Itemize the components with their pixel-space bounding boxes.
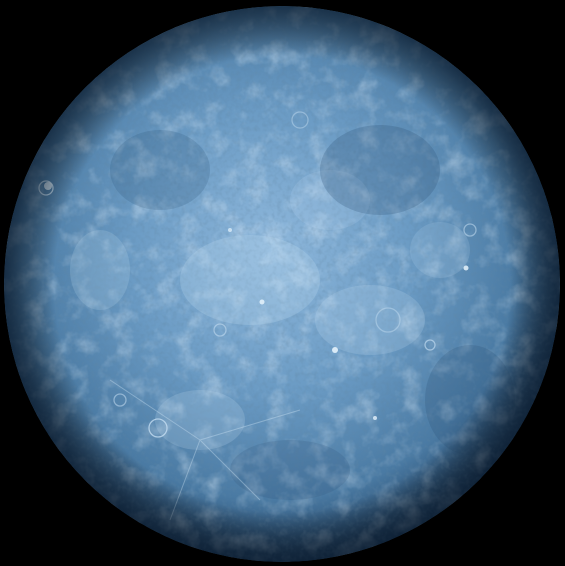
image-canvas bbox=[4, 6, 560, 562]
planet-disc bbox=[4, 6, 560, 562]
planet-image bbox=[4, 6, 560, 562]
